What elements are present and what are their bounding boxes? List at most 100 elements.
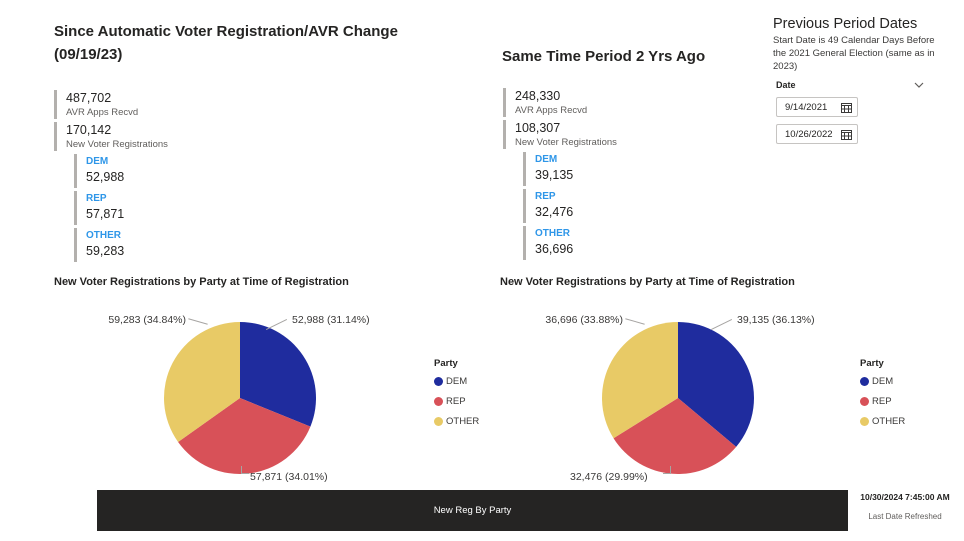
page-tab-label: New Reg By Party <box>433 505 512 516</box>
legend-dot-dem <box>434 377 443 386</box>
date-field-label: Date <box>776 80 796 91</box>
refresh-label: Last Date Refreshed <box>868 512 942 521</box>
pie-plot[interactable] <box>598 318 758 478</box>
refresh-info: 10/30/2024 7:45:00 AM Last Date Refreshe… <box>846 492 964 521</box>
calendar-icon[interactable] <box>841 129 852 140</box>
kpi-value: 36,696 <box>535 242 574 256</box>
party-label: DEM <box>86 156 109 167</box>
end-date-input[interactable]: 10/26/2022 <box>776 124 858 145</box>
legend-dot-rep <box>860 397 869 406</box>
kpi-value: 170,142 <box>66 123 112 137</box>
chart-title: New Voter Registrations by Party at Time… <box>500 276 795 288</box>
kpi-accent-bar <box>74 154 77 188</box>
kpi-accent-bar <box>74 191 77 225</box>
legend: Party DEM REP OTHER <box>434 358 479 436</box>
legend-dot-other <box>860 417 869 426</box>
kpi-accent-bar <box>54 122 57 151</box>
legend-item-dem[interactable]: DEM <box>434 376 479 387</box>
start-date-input[interactable]: 9/14/2021 <box>776 97 858 118</box>
chart-title: New Voter Registrations by Party at Time… <box>54 276 349 288</box>
pie-slice-dem <box>240 322 317 427</box>
legend-dot-other <box>434 417 443 426</box>
right-kpi-stack: 248,330 AVR Apps Recvd 108,307 New Voter… <box>503 88 617 263</box>
legend-label: OTHER <box>872 416 906 427</box>
start-date-value: 9/14/2021 <box>785 101 828 113</box>
kpi-party-dem: DEM 39,135 <box>523 152 617 186</box>
leader-line <box>663 466 671 474</box>
kpi-value: 57,871 <box>86 207 125 221</box>
legend-label: DEM <box>872 376 894 387</box>
pie-plot[interactable] <box>160 318 320 478</box>
pie-label-rep: 32,476 (29.99%) <box>570 471 648 483</box>
legend-label: DEM <box>446 376 468 387</box>
pie-label-dem: 39,135 (36.13%) <box>737 314 815 326</box>
legend-item-rep[interactable]: REP <box>860 396 905 407</box>
kpi-label: New Voter Registrations <box>515 137 617 148</box>
kpi-label: AVR Apps Recvd <box>66 107 139 118</box>
legend-label: OTHER <box>446 416 480 427</box>
pie-chart-left: New Voter Registrations by Party at Time… <box>54 276 479 490</box>
kpi-value: 59,283 <box>86 244 125 258</box>
calendar-icon[interactable] <box>841 102 852 113</box>
kpi-accent-bar <box>523 152 526 186</box>
pie-slice-dem <box>678 322 754 447</box>
kpi-value: 39,135 <box>535 168 574 182</box>
kpi-accent-bar <box>503 120 506 149</box>
party-label: OTHER <box>86 230 121 241</box>
legend: Party DEM REP OTHER <box>860 358 905 436</box>
kpi-label: New Voter Registrations <box>66 139 168 150</box>
kpi-accent-bar <box>523 226 526 260</box>
kpi-party-other: OTHER 36,696 <box>523 226 617 260</box>
kpi-new-registrations: 108,307 New Voter Registrations <box>503 120 617 149</box>
kpi-party-dem: DEM 52,988 <box>74 154 168 188</box>
kpi-value: 487,702 <box>66 91 112 105</box>
kpi-accent-bar <box>74 228 77 262</box>
pie-slice-rep <box>178 398 311 474</box>
previous-period-filter-panel: Previous Period Dates Start Date is 49 C… <box>773 16 963 145</box>
kpi-label: AVR Apps Recvd <box>515 105 588 116</box>
legend-item-other[interactable]: OTHER <box>434 416 479 427</box>
legend-title: Party <box>860 358 884 369</box>
kpi-value: 52,988 <box>86 170 125 184</box>
kpi-avr-apps: 248,330 AVR Apps Recvd <box>503 88 617 117</box>
legend-item-dem[interactable]: DEM <box>860 376 905 387</box>
page-tab-new-reg-by-party[interactable]: New Reg By Party <box>97 490 848 531</box>
pie-slice-rep <box>613 398 737 474</box>
legend-dot-dem <box>860 377 869 386</box>
party-label: REP <box>86 193 107 204</box>
left-section-title: Since Automatic Voter Registration/AVR C… <box>54 23 398 63</box>
party-label: OTHER <box>535 228 570 239</box>
refresh-timestamp: 10/30/2024 7:45:00 AM <box>860 492 950 502</box>
kpi-accent-bar <box>503 88 506 117</box>
legend-title: Party <box>434 358 458 369</box>
legend-label: REP <box>446 396 466 407</box>
legend-label: REP <box>872 396 892 407</box>
pie-slice-other <box>602 322 678 439</box>
left-kpi-stack: 487,702 AVR Apps Recvd 170,142 New Voter… <box>54 90 168 265</box>
party-label: DEM <box>535 154 558 165</box>
end-date-value: 10/26/2022 <box>785 128 833 140</box>
filter-panel-subtitle: Start Date is 49 Calendar Days Before th… <box>773 35 935 72</box>
pie-label-other: 36,696 (33.88%) <box>545 314 623 326</box>
kpi-value: 32,476 <box>535 205 574 219</box>
kpi-value: 248,330 <box>515 89 561 103</box>
pie-slice-other <box>164 322 240 443</box>
kpi-party-rep: REP 32,476 <box>523 189 617 223</box>
chevron-down-icon[interactable] <box>914 82 924 89</box>
kpi-accent-bar <box>54 90 57 119</box>
legend-item-rep[interactable]: REP <box>434 396 479 407</box>
legend-dot-rep <box>434 397 443 406</box>
kpi-new-registrations: 170,142 New Voter Registrations <box>54 122 168 151</box>
legend-item-other[interactable]: OTHER <box>860 416 905 427</box>
kpi-party-other: OTHER 59,283 <box>74 228 168 262</box>
filter-panel-title: Previous Period Dates <box>773 16 918 32</box>
pie-label-rep: 57,871 (34.01%) <box>250 471 328 483</box>
kpi-value: 108,307 <box>515 121 561 135</box>
party-label: REP <box>535 191 556 202</box>
kpi-accent-bar <box>523 189 526 223</box>
kpi-avr-apps: 487,702 AVR Apps Recvd <box>54 90 168 119</box>
pie-label-other: 59,283 (34.84%) <box>108 314 186 326</box>
right-section-title: Same Time Period 2 Yrs Ago <box>502 48 706 65</box>
pie-chart-right: New Voter Registrations by Party at Time… <box>500 276 920 490</box>
pie-label-dem: 52,988 (31.14%) <box>292 314 370 326</box>
